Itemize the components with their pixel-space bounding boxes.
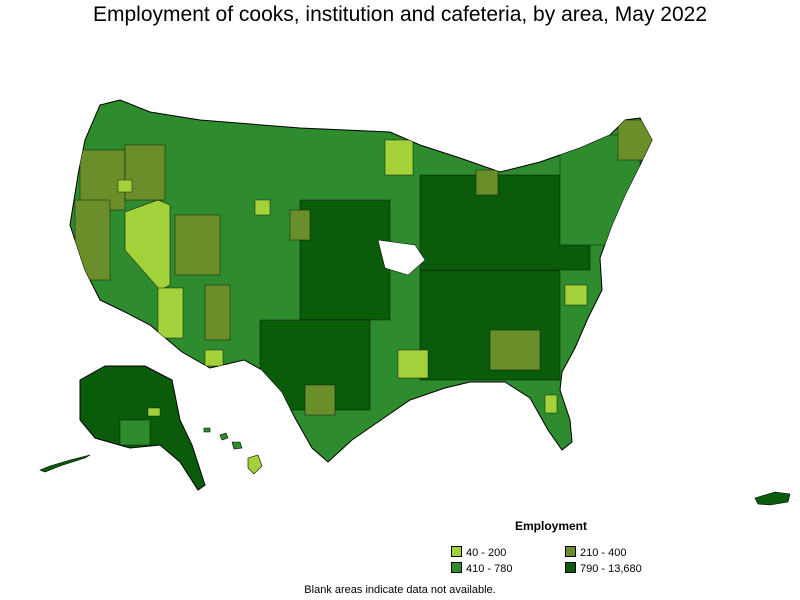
area-arizona-south	[204, 349, 224, 367]
legend-item: 210 - 400	[565, 546, 626, 560]
area-florida-central	[544, 394, 558, 414]
legend-label: 40 - 200	[466, 547, 507, 559]
legend-item: 790 - 13,680	[565, 562, 642, 576]
area-alaska-small	[147, 407, 161, 417]
area-wyoming	[289, 209, 311, 241]
area-hawaii-main	[247, 454, 263, 475]
data-availability-note: Blank areas indicate data not available.	[304, 584, 496, 596]
area-puerto-rico	[754, 491, 791, 506]
area-california-north	[74, 199, 111, 281]
area-mosaic	[74, 119, 652, 416]
area-hawaii-islands	[219, 432, 229, 441]
area-texas-west	[304, 384, 336, 416]
area-north-michigan	[475, 169, 499, 196]
puerto-rico	[754, 491, 791, 506]
area-maine	[617, 119, 652, 161]
legend-item: 410 - 780	[451, 562, 512, 576]
legend-label: 410 - 780	[466, 563, 513, 575]
legend-label: 210 - 400	[580, 547, 627, 559]
legend-item: 40 - 200	[451, 546, 506, 560]
area-hawaii-islands-3	[203, 427, 211, 433]
hawaii	[203, 427, 263, 475]
area-wyoming-east	[254, 199, 271, 216]
area-hawaii-islands-2	[231, 441, 243, 450]
area-arizona-west	[157, 287, 184, 339]
area-north-minnesota	[384, 139, 414, 176]
area-mississippi	[397, 349, 429, 379]
map-title: Employment of cooks, institution and caf…	[93, 3, 707, 26]
legend-heading: Employment	[515, 519, 588, 533]
legend-swatch	[565, 562, 576, 573]
area-georgia-alabama	[489, 329, 541, 371]
legend-swatch	[451, 546, 462, 557]
area-nevada	[124, 199, 171, 291]
alaska	[39, 365, 206, 491]
area-plains-central	[299, 199, 391, 321]
area-utah	[174, 214, 221, 276]
legend-label: 790 - 13,680	[580, 563, 642, 575]
legend-swatch	[451, 562, 462, 573]
conterminous-us	[69, 99, 653, 463]
area-missing-data	[377, 239, 426, 276]
legend-swatch	[565, 546, 576, 557]
area-virginia-east	[564, 284, 588, 306]
area-arizona-east	[204, 284, 231, 341]
area-washington-east	[117, 179, 133, 193]
aleutian-islands	[39, 454, 91, 473]
area-alaska-south	[119, 419, 151, 446]
